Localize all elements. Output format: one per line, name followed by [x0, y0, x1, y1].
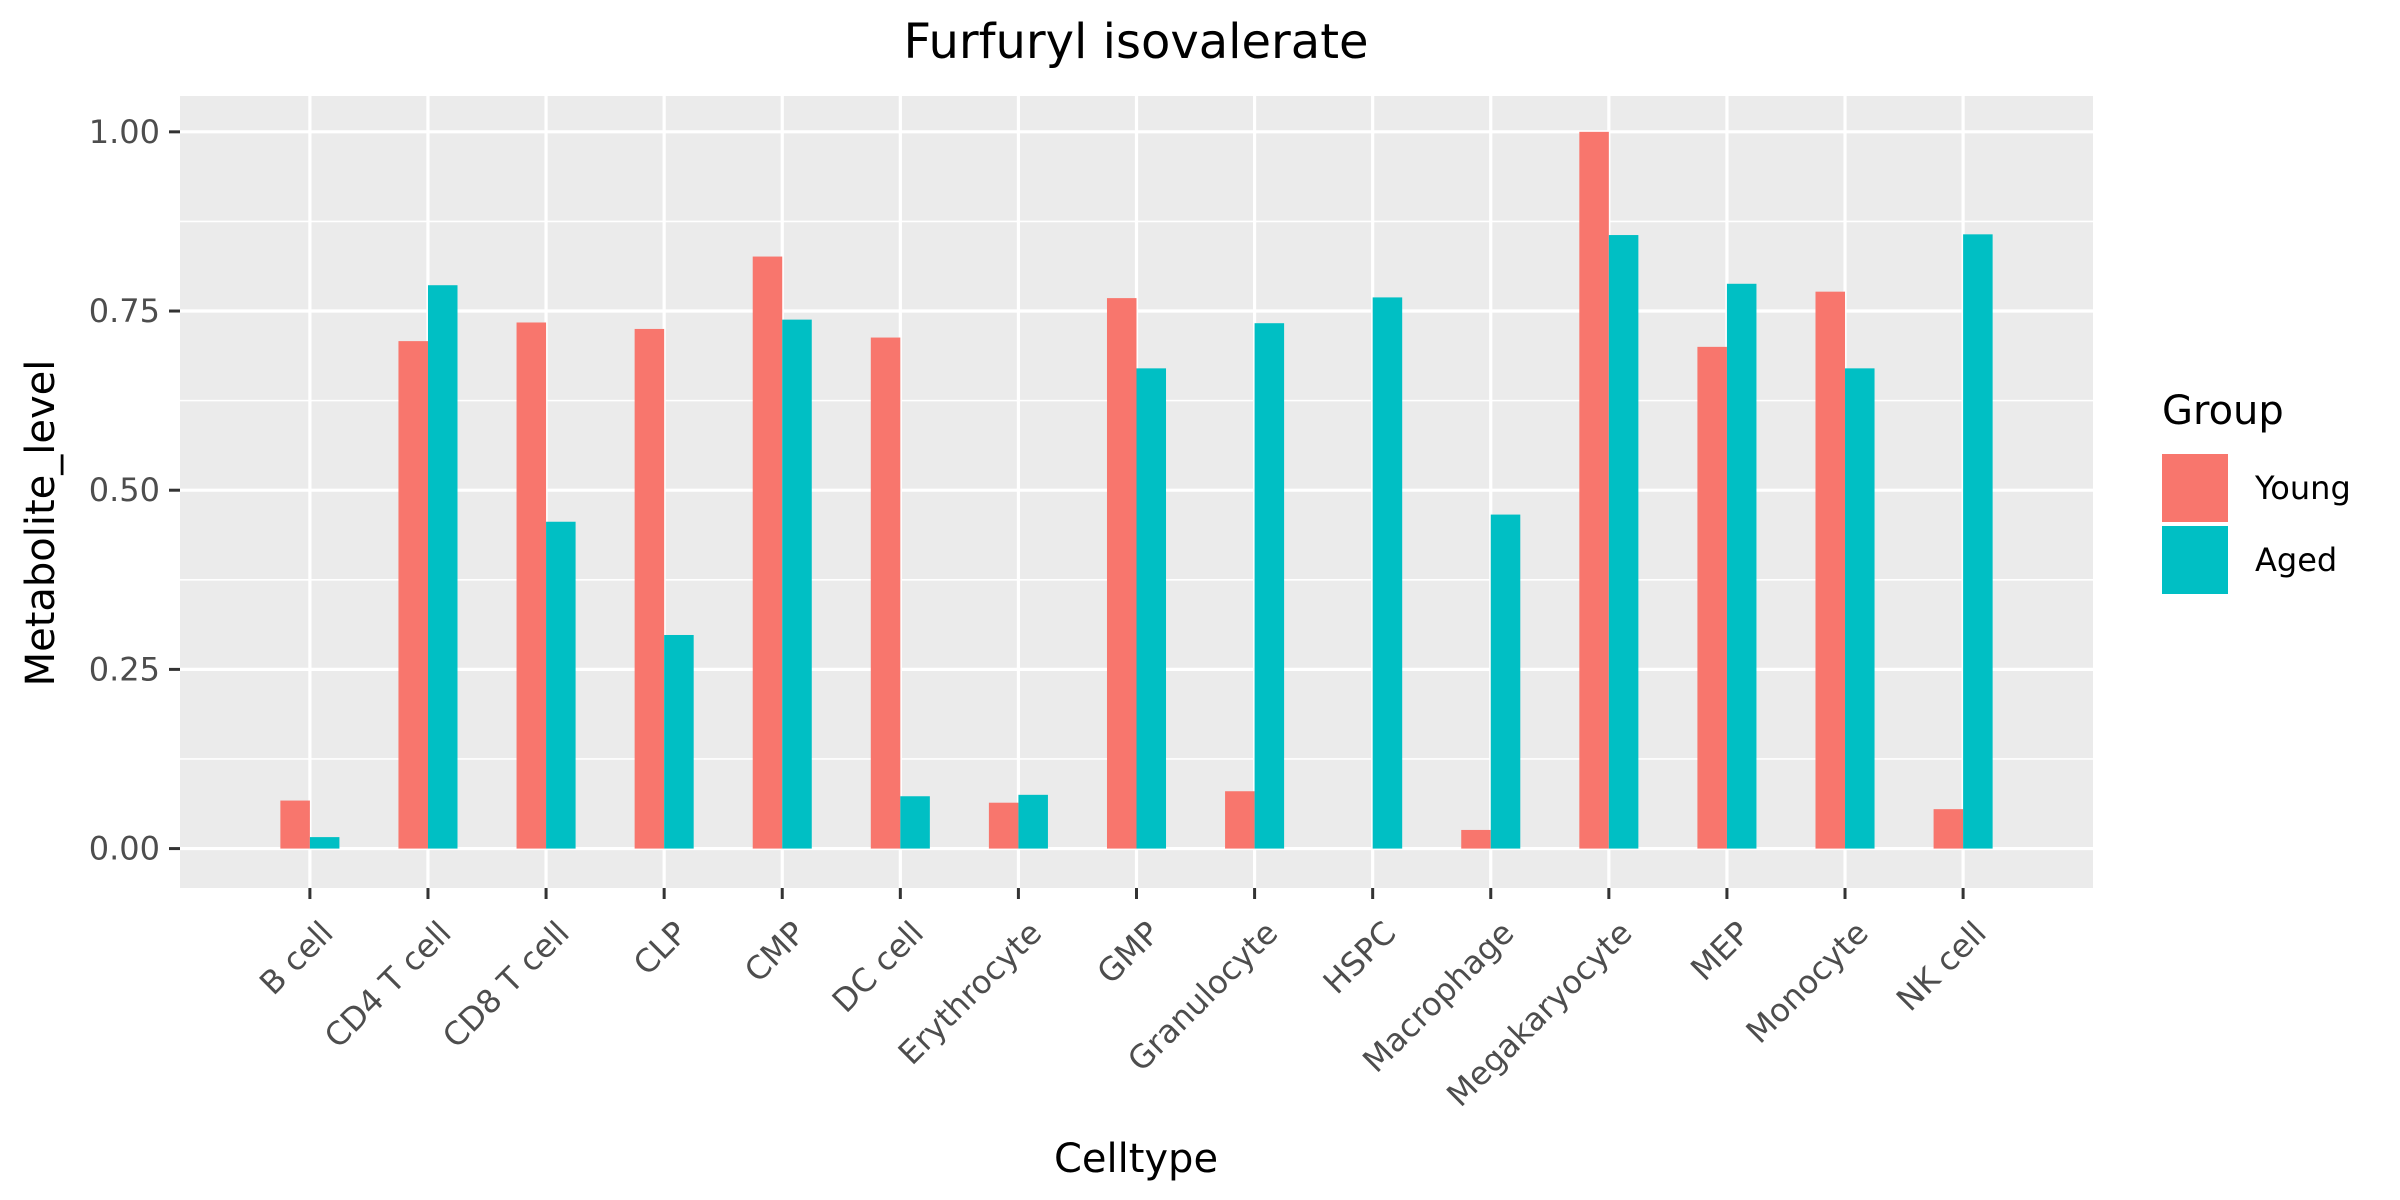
- bar-aged: [1136, 368, 1167, 849]
- y-tick-label: 1.00: [89, 113, 160, 151]
- bar-aged: [309, 837, 340, 849]
- bar-aged: [1490, 514, 1521, 849]
- bar-young: [634, 328, 665, 849]
- bar-aged: [546, 521, 576, 849]
- bars: [280, 131, 1993, 849]
- x-tick-label: B cell: [252, 914, 341, 1003]
- bar-aged: [1963, 234, 1993, 849]
- x-tick-label: CMP: [737, 914, 813, 990]
- x-tick-label: NK cell: [1889, 914, 1994, 1019]
- bar-young: [1697, 346, 1727, 849]
- x-tick-label: GMP: [1090, 914, 1168, 992]
- y-tick-label: 0.75: [89, 292, 160, 330]
- legend-label: Young: [2254, 469, 2351, 507]
- legend-label: Aged: [2255, 541, 2337, 579]
- legend-key-young: [2162, 454, 2228, 522]
- x-tick-label: HSPC: [1316, 914, 1404, 1002]
- bar-young: [988, 802, 1019, 849]
- chart-title: Furfuryl isovalerate: [903, 14, 1368, 70]
- bar-aged: [782, 319, 812, 849]
- bar-aged: [664, 634, 694, 849]
- bar-aged: [1726, 283, 1757, 849]
- y-tick-label: 0.50: [89, 471, 160, 509]
- bar-young: [280, 800, 310, 849]
- x-tick-label: CD4 T cell: [317, 914, 459, 1056]
- x-tick-label: CLP: [626, 914, 695, 983]
- bar-young: [870, 337, 901, 849]
- bar-aged: [1608, 235, 1639, 849]
- y-axis-title: Metabolite_level: [18, 360, 64, 687]
- x-tick-label: DC cell: [825, 914, 931, 1020]
- x-tick-label: CD8 T cell: [435, 914, 577, 1056]
- bar-aged: [900, 796, 930, 849]
- bar-young: [1106, 298, 1137, 849]
- bar-young: [1933, 809, 1964, 849]
- bar-aged: [1845, 368, 1875, 849]
- bar-young: [398, 341, 428, 849]
- x-axis-title: Celltype: [1054, 1136, 1218, 1182]
- y-axis: 0.00 0.25 0.50 0.75 1.00: [89, 113, 180, 868]
- bar-young: [752, 256, 783, 849]
- y-tick-label: 0.25: [89, 650, 160, 688]
- legend: Group Young Aged: [2162, 388, 2351, 594]
- bar-young: [1815, 291, 1846, 849]
- bar-aged: [1018, 794, 1048, 849]
- legend-title: Group: [2162, 388, 2284, 434]
- bar-young: [1461, 829, 1491, 849]
- x-tick-label: MEP: [1683, 914, 1757, 988]
- bar-aged: [1254, 323, 1285, 849]
- bar-aged: [427, 285, 458, 849]
- y-tick-label: 0.00: [89, 830, 160, 868]
- bar-aged: [1372, 297, 1403, 849]
- x-tick-label: Monocyte: [1739, 914, 1876, 1051]
- bar-young: [1225, 791, 1255, 849]
- bar-young: [1579, 131, 1609, 849]
- bar-young: [516, 322, 547, 849]
- legend-key-aged: [2162, 526, 2228, 594]
